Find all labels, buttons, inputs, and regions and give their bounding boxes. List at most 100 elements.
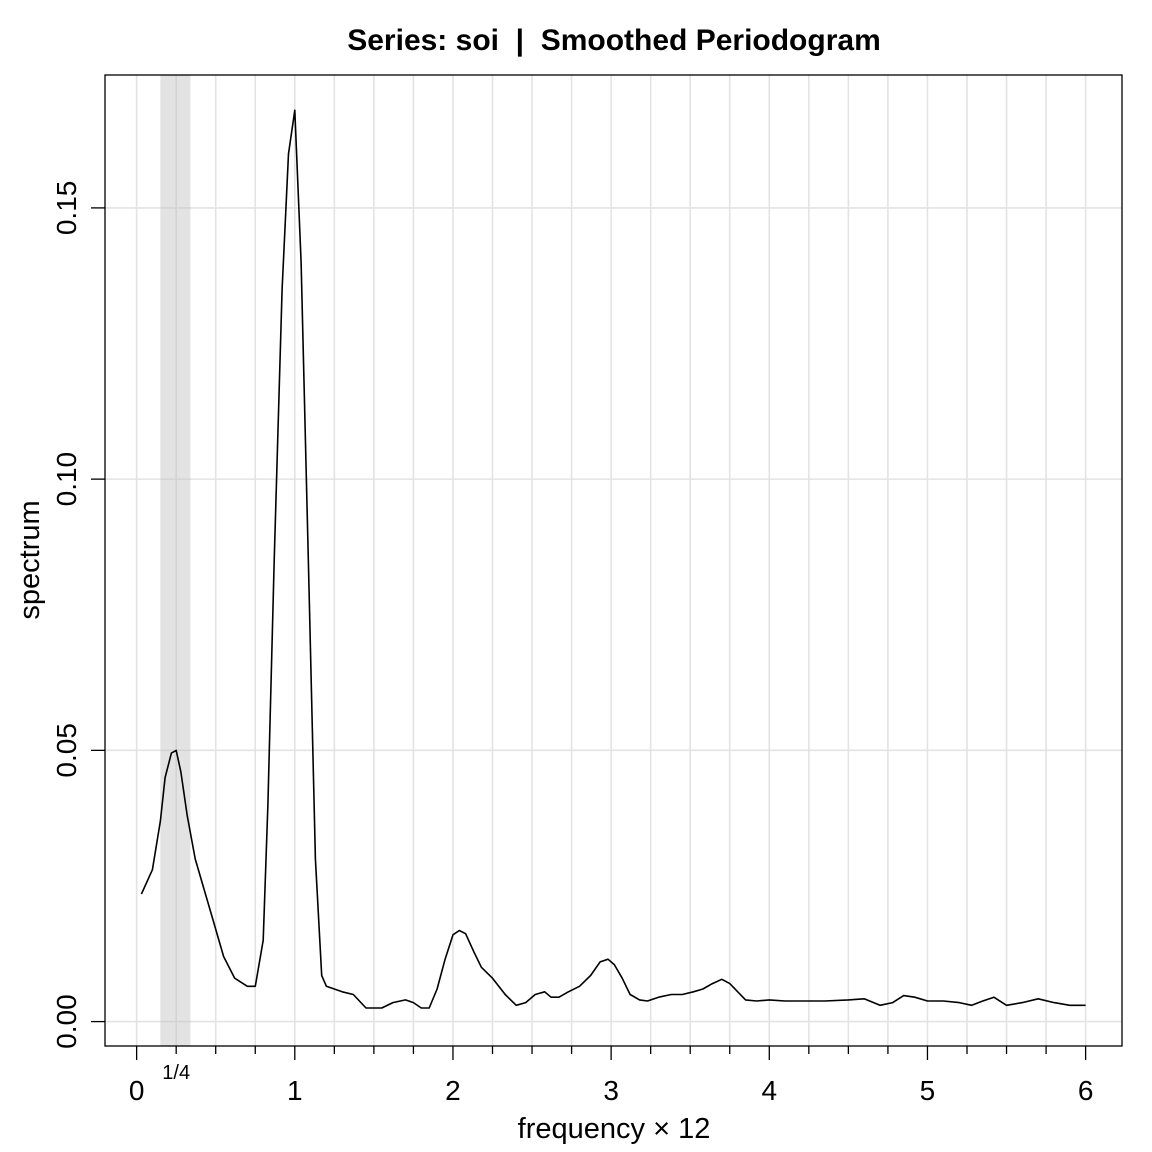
spectrum-point [353, 994, 355, 996]
spectrum-point [381, 1007, 383, 1009]
spectrum-point [428, 1007, 430, 1009]
spectrum-point [186, 815, 188, 817]
spectrum-point [1022, 1002, 1024, 1004]
spectrum-point [436, 988, 438, 990]
spectrum-point [544, 991, 546, 993]
chart-title: Series: soi | Smoothed Periodogram [347, 24, 881, 57]
spectrum-point [639, 999, 641, 1001]
spectrum-point [693, 991, 695, 993]
spectrum-point [993, 996, 995, 998]
spectrum-point [903, 995, 905, 997]
spectrum-point [180, 771, 182, 773]
spectrum-point [971, 1005, 973, 1007]
spectrum-point [942, 1000, 944, 1002]
spectrum-point [247, 986, 249, 988]
spectrum-point [481, 967, 483, 969]
spectrum-point [223, 956, 225, 958]
spectrum-point [670, 994, 672, 996]
spectrum-point [254, 986, 256, 988]
spectrum-point [621, 977, 623, 979]
spectrum-point [294, 109, 296, 111]
spectrum-point [914, 996, 916, 998]
spectrum-point [579, 986, 581, 988]
spectrum-point [682, 994, 684, 996]
spectrum-point [800, 1000, 802, 1002]
spectrum-point [879, 1005, 881, 1007]
spectrum-point [334, 988, 336, 990]
spectrum-point [315, 858, 317, 860]
x-tick-label: 4 [762, 1075, 778, 1106]
spectrum-point [613, 964, 615, 966]
spectrum-point [712, 983, 714, 985]
spectrum-point [784, 1000, 786, 1002]
spectrum-point [465, 933, 467, 935]
spectrum-line-layer [140, 109, 1087, 1009]
spectrum-point [160, 820, 162, 822]
spectrum-point [848, 999, 850, 1001]
spectrum-point [558, 996, 560, 998]
spectrum-point [281, 288, 283, 290]
spectrum-point [164, 777, 166, 779]
y-tick-label: 0.05 [51, 723, 82, 778]
spectrum-point [599, 961, 601, 963]
spectrum-point [413, 1002, 415, 1004]
spectrum-point [267, 804, 269, 806]
grid-lines [105, 75, 1122, 1046]
y-tick-label: 0.00 [51, 994, 82, 1049]
spectrum-point [202, 885, 204, 887]
spectrum-point [590, 975, 592, 977]
y-axis-label: spectrum [14, 500, 46, 619]
spectrum-point [568, 991, 570, 993]
spectrum-point [863, 998, 865, 1000]
spectrum-point [721, 978, 723, 980]
spectrum-point [194, 858, 196, 860]
spectrum-point [492, 977, 494, 979]
x-axis-label: frequency × 12 [518, 1113, 711, 1145]
x-tick-label: 1 [287, 1075, 303, 1106]
spectrum-point [756, 1000, 758, 1002]
spectrum-point [141, 893, 143, 895]
spectrum-point [768, 999, 770, 1001]
spectrum-line [140, 109, 1086, 1009]
spectrum-point [534, 994, 536, 996]
spectrum-point [452, 934, 454, 936]
spectrum-point [1006, 1005, 1008, 1007]
spectrum-point [321, 975, 323, 977]
spectrum-point [729, 983, 731, 985]
y-tick-label: 0.10 [51, 452, 82, 507]
spectrum-point [892, 1002, 894, 1004]
y-tick-label: 0.15 [51, 181, 82, 236]
spectrum-point [1085, 1005, 1087, 1007]
spectrum-point [958, 1002, 960, 1004]
spectrum-point [550, 996, 552, 998]
spectrum-point [405, 999, 407, 1001]
plot-frame [104, 74, 1123, 1047]
spectrum-point [515, 1005, 517, 1007]
spectrum-point [658, 996, 660, 998]
x-tick-label: 6 [1078, 1075, 1094, 1106]
spectrum-point [525, 1002, 527, 1004]
spectrum-point [152, 869, 154, 871]
spectrum-point [1053, 1002, 1055, 1004]
spectrum-point [504, 994, 506, 996]
bandwidth-label: 1/4 [162, 1062, 190, 1084]
spectrum-point [737, 991, 739, 993]
spectrum-point [458, 930, 460, 932]
spectrum-point [300, 261, 302, 263]
spectrum-point [365, 1007, 367, 1009]
spectrum-point [444, 958, 446, 960]
spectrum-point [702, 988, 704, 990]
bandwidth-band: 1/4 [160, 75, 191, 1084]
spectrum-point [982, 1000, 984, 1002]
spectrum-point [326, 986, 328, 988]
x-tick-label: 0 [129, 1075, 145, 1106]
spectrum-point [392, 1002, 394, 1004]
spectrum-point [1037, 998, 1039, 1000]
spectrum-point [308, 587, 310, 589]
bandwidth-band-rect [160, 75, 191, 1046]
spectrum-point [341, 991, 343, 993]
x-tick-label: 3 [603, 1075, 619, 1106]
spectrum-point [171, 752, 173, 754]
